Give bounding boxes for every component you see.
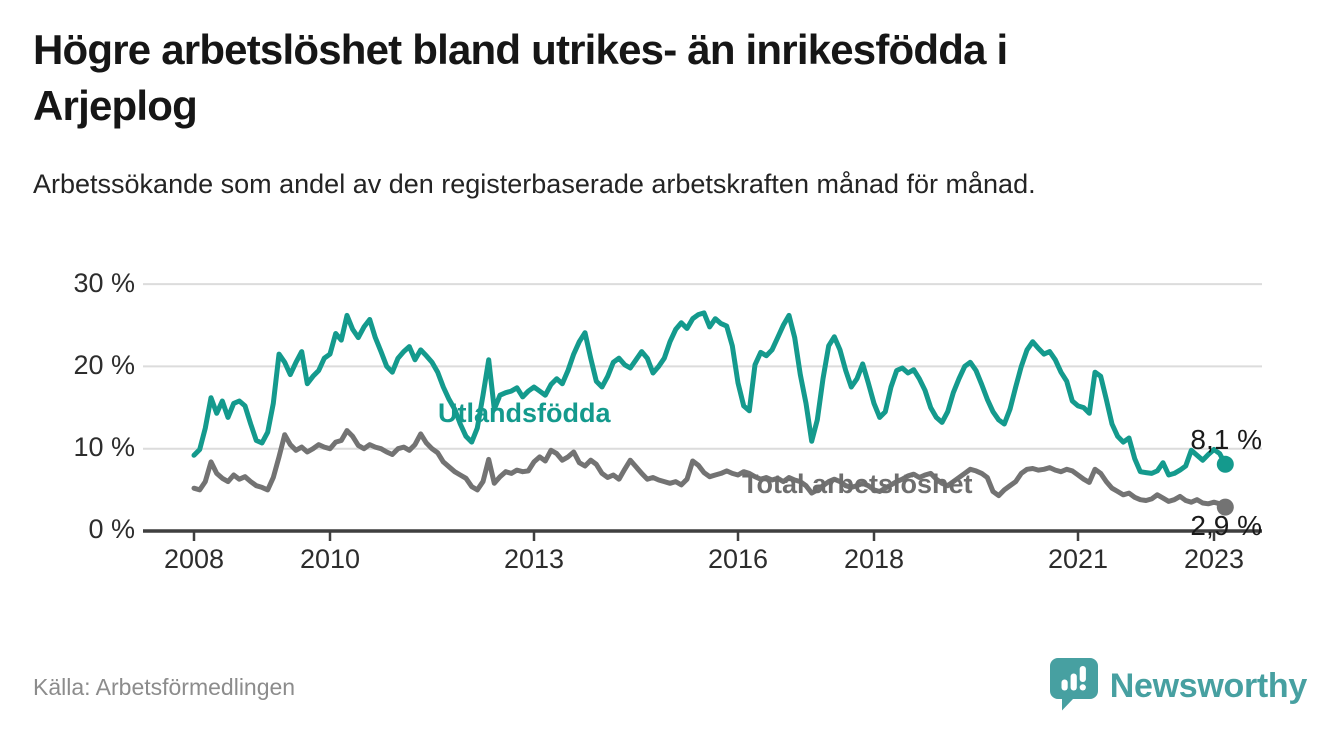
newsworthy-speech-bubble-bar-chart-icon: [1049, 657, 1099, 716]
source-credit: Källa: Arbetsförmedlingen: [33, 674, 296, 700]
x-axis-label-2010: 2010: [299, 544, 361, 574]
newsworthy-logo[interactable]: Newsworthy: [1049, 657, 1307, 716]
x-axis-label-2018: 2018: [843, 544, 905, 574]
utlandsfodda-end-value: 8,1 %: [1190, 424, 1262, 455]
total-arbetsloshet-end-value: 2,9 %: [1190, 510, 1262, 541]
x-axis-label-2021: 2021: [1047, 544, 1109, 574]
newsworthy-wordmark: Newsworthy: [1109, 667, 1308, 705]
total-arbetsloshet-end-dot: [1216, 498, 1234, 516]
chart-subtitle: Arbetssökande som andel av den registerb…: [33, 169, 1036, 199]
chart-title: Högre arbetslöshet bland utrikes- än inr…: [33, 22, 1303, 134]
grid-lines: [143, 283, 1262, 450]
x-axis-label-2023: 2023: [1183, 544, 1245, 574]
total-arbetsloshet-series-label: Total arbetslöshet: [742, 469, 973, 499]
utlandsfodda-series-label: Utlandsfödda: [438, 398, 611, 428]
y-axis-label-20: 20 %: [73, 350, 135, 380]
y-axis-label-0: 0 %: [88, 514, 135, 544]
chart-title-line2: Arjeplog: [33, 82, 198, 129]
utlandsfodda-end-dot: [1216, 455, 1234, 473]
total-arbetsloshet-line: [191, 428, 1228, 510]
x-axis-label-2008: 2008: [163, 544, 225, 574]
utlandsfodda-line: [191, 310, 1228, 478]
y-axis-label-30: 30 %: [73, 268, 135, 298]
y-axis-label-10: 10 %: [73, 432, 135, 462]
chart-title-line1: Högre arbetslöshet bland utrikes- än inr…: [33, 26, 1008, 73]
x-axis-label-2013: 2013: [503, 544, 565, 574]
x-axis-label-2016: 2016: [707, 544, 769, 574]
